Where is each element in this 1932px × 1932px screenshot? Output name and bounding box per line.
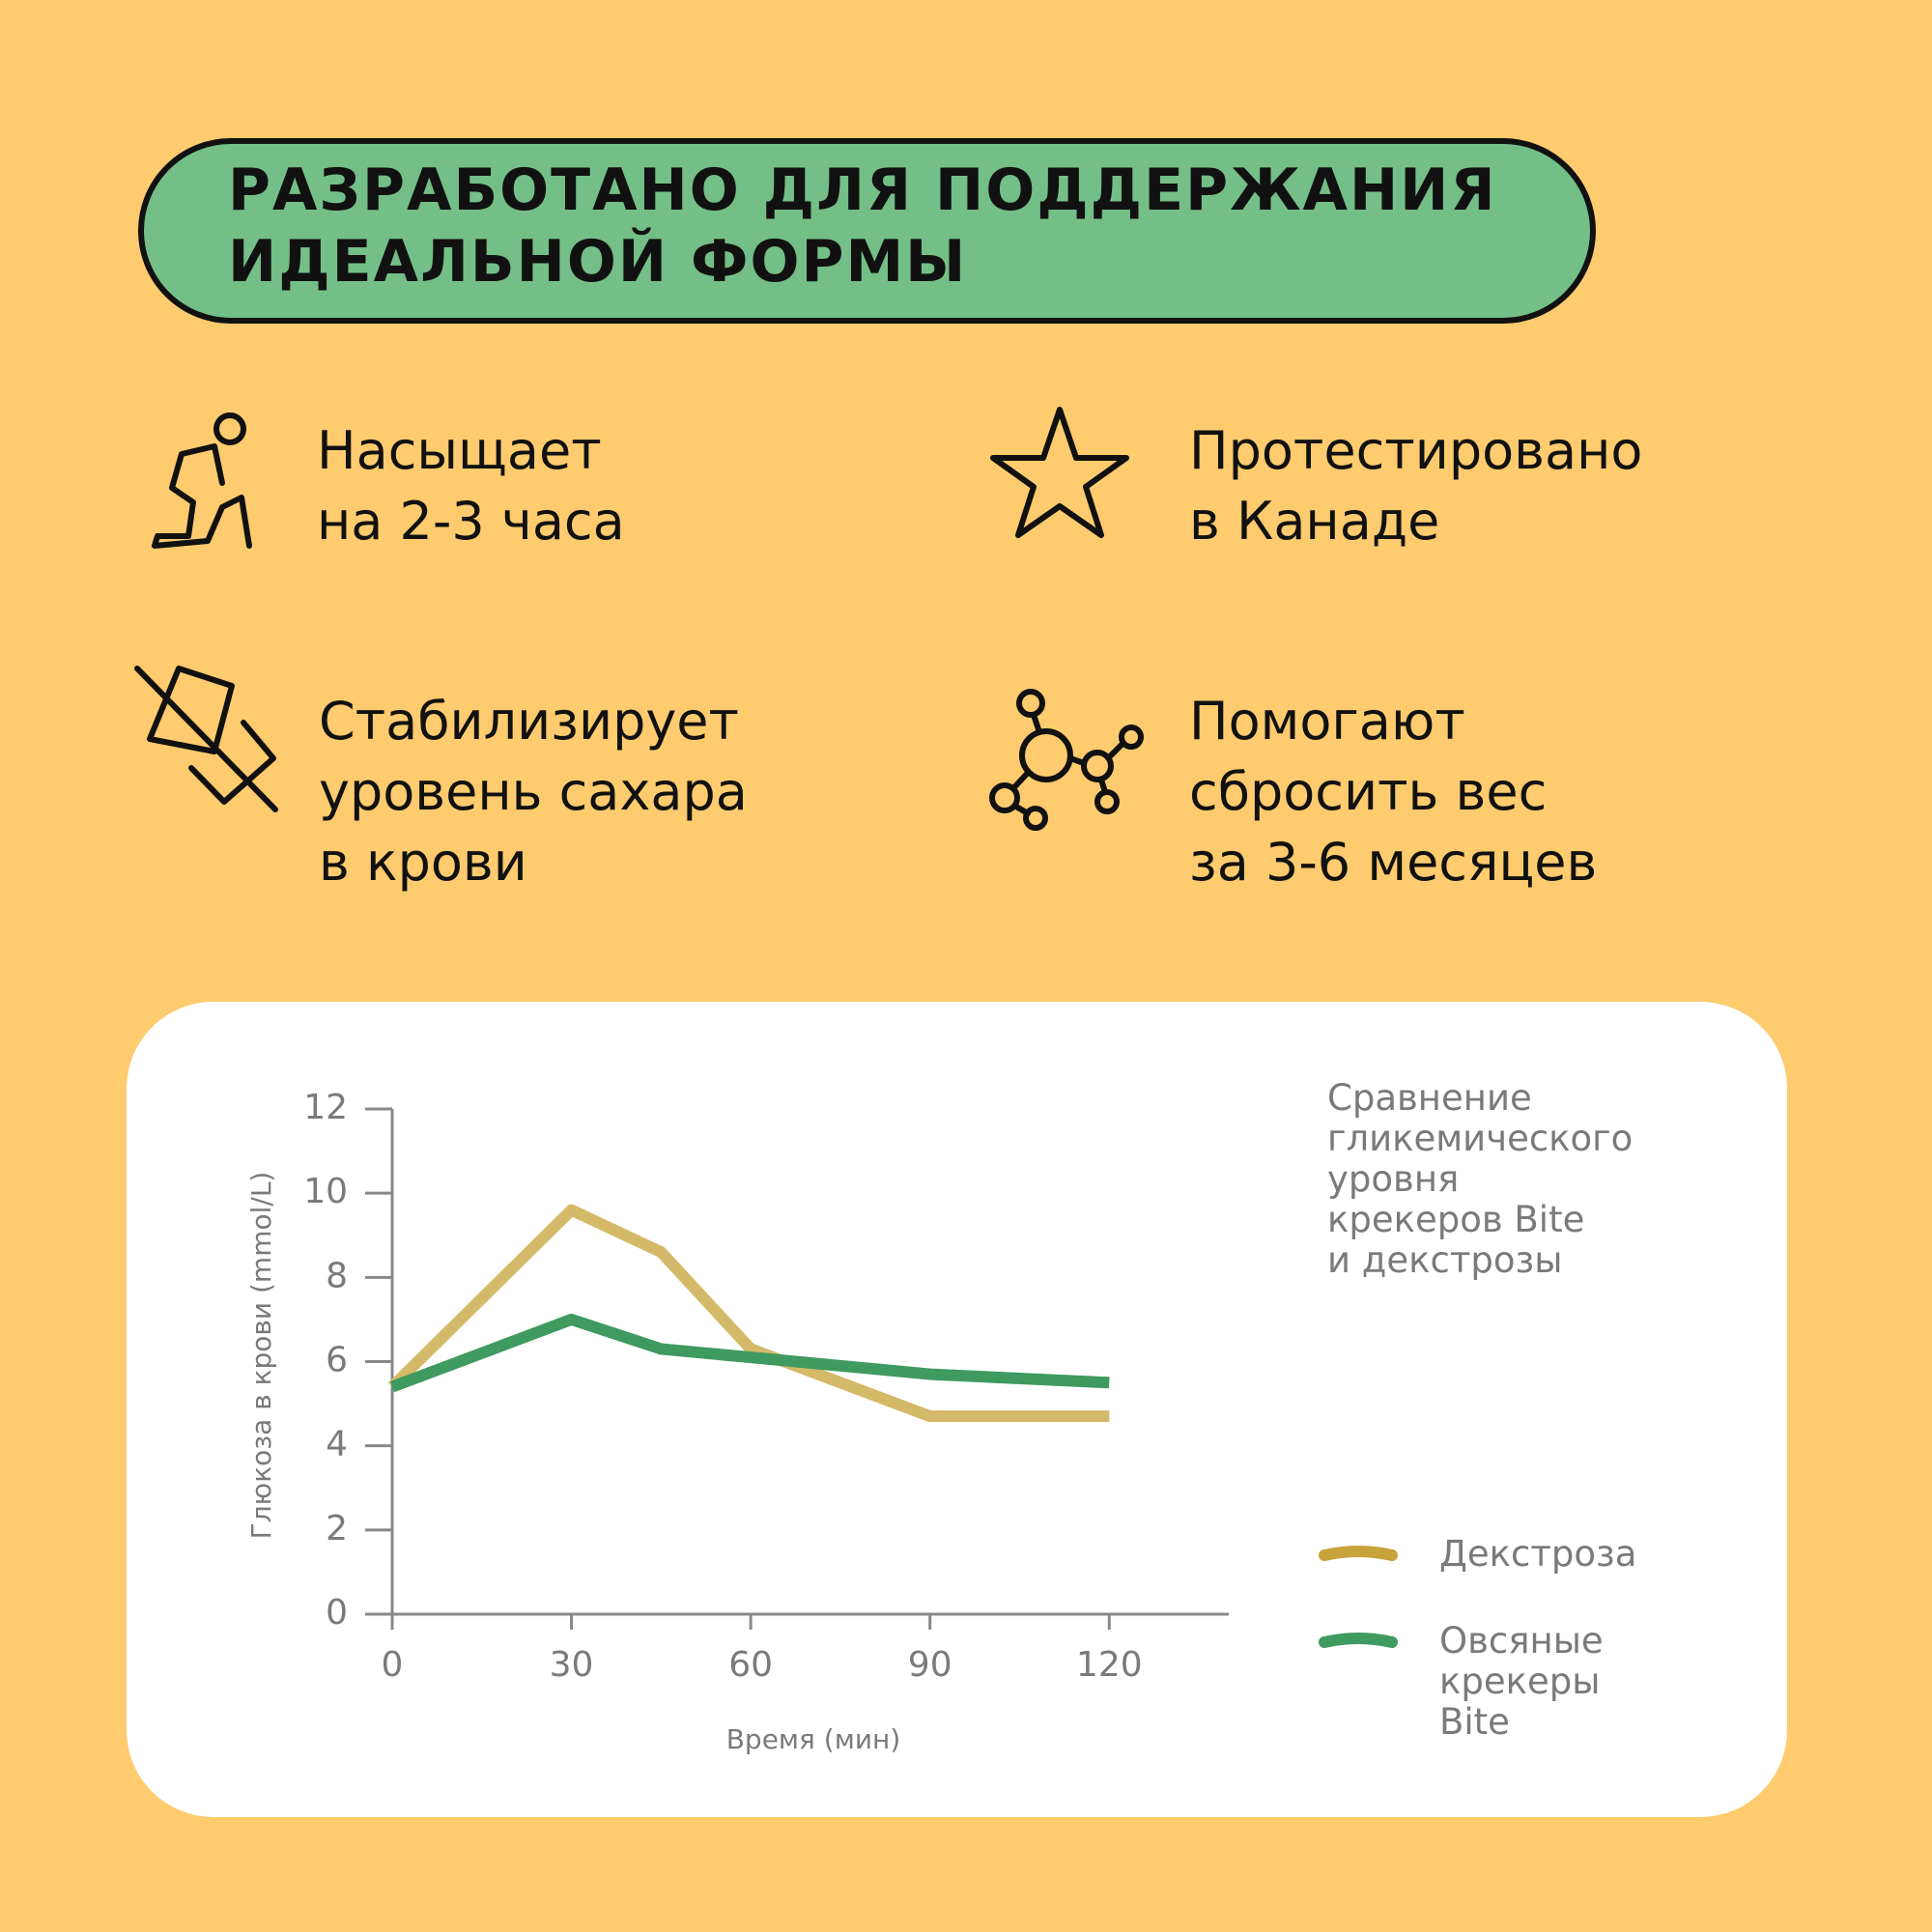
- x-tick-label: 60: [728, 1645, 773, 1685]
- feature-text: Помогают сбросить вес за 3-6 месяцев: [1189, 691, 1598, 893]
- icon-molecule: [989, 782, 1020, 813]
- data-line: [387, 1204, 1110, 1423]
- feature-text: Протестировано в Канаде: [1189, 420, 1643, 552]
- icon-star: [990, 407, 1129, 538]
- legend-swatch: [1319, 1633, 1398, 1648]
- feature-text: Насыщает на 2-3 часа: [317, 420, 625, 552]
- feature-text: Стабилизирует уровень сахара в крови: [319, 691, 748, 893]
- icon-person: [213, 412, 246, 445]
- icon-molecule: [1094, 789, 1120, 814]
- x-tick-label: 0: [382, 1645, 404, 1685]
- x-tick-label: 120: [1076, 1645, 1143, 1685]
- legend-label: Декстроза: [1439, 1533, 1637, 1575]
- chart-title: Сравнение гликемического уровня крекеров…: [1327, 1077, 1634, 1281]
- icon-person: [152, 443, 252, 549]
- legend-label: Овсяные крекеры Bite: [1439, 1620, 1604, 1743]
- data-line: [389, 1313, 1110, 1393]
- icon-molecule: [1011, 712, 1125, 816]
- chart-card: [127, 1002, 1787, 1817]
- header-title: РАЗРАБОТАНО ДЛЯ ПОДДЕРЖАНИЯ ИДЕАЛЬНОЙ ФО…: [228, 156, 1497, 296]
- icons: [134, 407, 1144, 831]
- y-tick-label: 2: [326, 1509, 348, 1548]
- y-tick-label: 10: [303, 1172, 348, 1211]
- header-pill: [138, 138, 1596, 324]
- icon-molecule: [1119, 724, 1144, 750]
- legend-swatch: [1319, 1546, 1398, 1561]
- icon-molecule: [1019, 728, 1073, 782]
- x-tick-label: 30: [550, 1645, 594, 1685]
- y-tick-label: 6: [326, 1341, 348, 1380]
- y-tick-label: 8: [326, 1256, 348, 1295]
- y-tick-label: 12: [303, 1088, 348, 1127]
- icon-cube: [134, 666, 278, 812]
- y-tick-label: 4: [326, 1425, 348, 1464]
- x-axis-title: Время (мин): [726, 1723, 901, 1755]
- y-tick-label: 0: [326, 1593, 348, 1633]
- icon-molecule: [1023, 806, 1048, 831]
- y-axis-title: Глюкоза в крови (mmol/L): [245, 1172, 277, 1540]
- icon-molecule: [1016, 689, 1045, 718]
- x-tick-label: 90: [908, 1645, 952, 1685]
